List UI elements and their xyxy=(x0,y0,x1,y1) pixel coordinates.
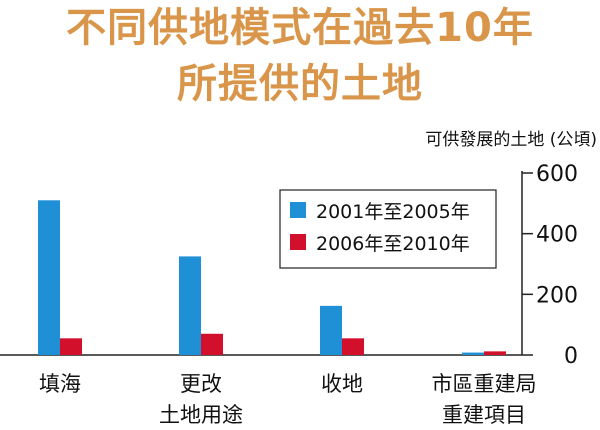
legend-label-1: 2001年至2005年 xyxy=(316,201,470,223)
category-label-3: 收地 xyxy=(321,372,363,396)
y-axis-label: 可供發展的土地 (公頃) xyxy=(425,130,597,150)
bar-series1-cat3 xyxy=(320,305,342,355)
category-label-1: 填海 xyxy=(39,372,81,396)
bar-series1-cat2 xyxy=(179,256,201,355)
legend-swatch-2 xyxy=(290,234,306,250)
y-tick-label-0: 0 xyxy=(564,344,578,369)
bar-series1-cat1 xyxy=(38,200,60,355)
category-label-4-line1: 市區重建局 xyxy=(432,372,537,396)
bar-series1-cat4 xyxy=(462,352,484,355)
category-label-2-line1: 更改 xyxy=(180,372,222,396)
legend-label-2: 2006年至2010年 xyxy=(316,233,470,255)
legend-swatch-1 xyxy=(290,202,306,218)
y-tick-label-600: 600 xyxy=(536,162,578,187)
category-label-2-line2: 土地用途 xyxy=(159,403,243,427)
bar-series2-cat1 xyxy=(60,338,82,355)
chart-title-line-1: 不同供地模式在過去10年 xyxy=(66,5,534,51)
bar-series2-cat3 xyxy=(342,338,364,355)
y-tick-label-200: 200 xyxy=(536,283,578,308)
legend-box xyxy=(279,189,497,269)
y-tick-label-400: 400 xyxy=(536,223,578,248)
bar-series2-cat2 xyxy=(201,333,223,355)
chart-title-line-2: 所提供的土地 xyxy=(177,61,423,107)
category-label-4-line2: 重建項目 xyxy=(442,403,526,427)
bar-series2-cat4 xyxy=(484,351,506,355)
